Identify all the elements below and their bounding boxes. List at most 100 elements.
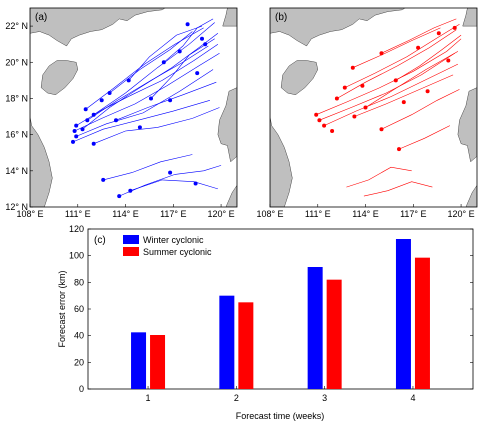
eddy-start-dot — [91, 141, 96, 146]
eddy-track — [163, 18, 214, 63]
eddy-start-dot — [416, 45, 421, 50]
tracks-b — [316, 18, 462, 197]
y-axis-label: Forecast error (km) — [57, 270, 67, 347]
eddy-track — [354, 74, 454, 117]
eddy-start-dot — [74, 123, 79, 128]
y-tick-label: 20 — [74, 357, 84, 367]
land-shape — [280, 60, 319, 96]
lon-tick-label: 114° E — [352, 209, 378, 219]
eddy-start-dot — [128, 188, 133, 193]
lon-tick-label: 120° E — [208, 209, 235, 219]
y-tick-label: 0 — [79, 384, 84, 394]
eddy-start-dot — [397, 147, 401, 152]
eddy-track — [109, 31, 193, 94]
y-ticks: 0 20 40 60 80 100 120 — [69, 224, 473, 394]
eddy-start-dot — [352, 114, 357, 119]
bar-winter — [131, 332, 147, 389]
panel-label-b: (b) — [275, 12, 287, 23]
eddy-track — [103, 154, 193, 181]
map-frame-b — [269, 7, 478, 208]
eddy-track — [323, 63, 459, 126]
eddy-start-dot — [91, 112, 96, 117]
land-shape — [222, 8, 237, 27]
eddy-track — [363, 181, 433, 197]
bar-winter — [307, 267, 323, 389]
legend-swatch-winter — [123, 235, 139, 244]
dots-b — [314, 25, 457, 152]
bar-summer — [326, 279, 342, 389]
eddy-track — [365, 51, 459, 108]
land-shape — [40, 60, 79, 96]
eddy-start-dot — [401, 100, 406, 105]
eddy-start-dot — [80, 127, 85, 132]
lon-tick-label: 117° E — [160, 209, 186, 219]
eddy-start-dot — [168, 98, 173, 103]
eddy-track — [82, 33, 219, 130]
legend: Winter cyclonic Summer cyclonic — [123, 235, 212, 257]
map-panel-b: (b) 108° E 111° E 114° E 117° E 120° E — [256, 7, 478, 219]
eddy-track — [87, 45, 209, 121]
y-tick-label: 40 — [74, 331, 84, 341]
x-tick-label: 1 — [146, 393, 151, 403]
eddy-track — [336, 29, 457, 99]
eddy-start-dot — [350, 65, 355, 70]
bar-summer — [150, 335, 166, 389]
land-shape — [30, 8, 166, 47]
eddy-track — [74, 52, 220, 132]
eddy-track — [93, 107, 220, 144]
eddy-start-dot — [126, 78, 131, 83]
y-tick-label: 120 — [69, 224, 84, 234]
tracks-a — [72, 18, 222, 197]
eddy-start-dot — [83, 107, 88, 112]
lon-ticks-b: 108° E 111° E 114° E 117° E 120° E — [256, 204, 475, 219]
x-tick-label: 3 — [322, 393, 327, 403]
bar-summer — [238, 302, 254, 389]
land-shape — [465, 184, 477, 207]
eddy-start-dot — [168, 170, 173, 175]
eddy-start-dot — [436, 31, 441, 36]
eddy-start-dot — [71, 139, 75, 144]
eddy-start-dot — [379, 127, 384, 132]
eddy-track — [115, 81, 217, 121]
land-b — [270, 8, 477, 207]
eddy-start-dot — [446, 58, 451, 63]
land-shape — [457, 87, 477, 163]
land-shape — [270, 8, 406, 47]
lat-tick-label: 22° N — [5, 21, 28, 31]
x-tick-label: 2 — [234, 393, 239, 403]
eddy-start-dot — [85, 118, 90, 123]
eddy-track — [381, 89, 460, 130]
land-a — [30, 8, 237, 207]
bars — [131, 239, 430, 389]
legend-label-summer: Summer cyclonic — [143, 247, 212, 257]
eddy-track — [150, 38, 215, 99]
eddy-start-dot — [193, 181, 198, 186]
land-shape — [462, 8, 477, 27]
lat-ticks-a: 12° N 14° N 16° N 18° N 20° N 22° N — [5, 21, 33, 212]
eddy-track — [344, 24, 460, 88]
eddy-track — [119, 165, 222, 197]
lon-tick-label: 108° E — [16, 209, 43, 219]
eddy-start-dot — [314, 112, 319, 117]
eddy-track — [319, 52, 455, 121]
eddy-start-dot — [330, 129, 335, 133]
eddy-track — [130, 179, 218, 191]
lat-tick-label: 18° N — [5, 93, 28, 103]
eddy-start-dot — [317, 118, 322, 123]
eddy-start-dot — [74, 134, 79, 139]
lon-ticks-a: 108° E 111° E 114° E 117° E 120° E — [16, 204, 235, 219]
eddy-track — [346, 166, 412, 188]
eddy-start-dot — [99, 98, 104, 103]
land-shape — [225, 184, 237, 207]
eddy-start-dot — [101, 177, 106, 182]
eddy-start-dot — [117, 194, 122, 199]
x-tick-label: 4 — [410, 393, 415, 403]
eddy-track — [381, 18, 457, 54]
land-shape — [217, 87, 237, 163]
eddy-track — [72, 100, 210, 143]
eddy-start-dot — [137, 125, 142, 130]
bar-winter — [219, 295, 235, 389]
lat-tick-label: 20° N — [5, 57, 28, 67]
eddy-start-dot — [200, 36, 204, 41]
